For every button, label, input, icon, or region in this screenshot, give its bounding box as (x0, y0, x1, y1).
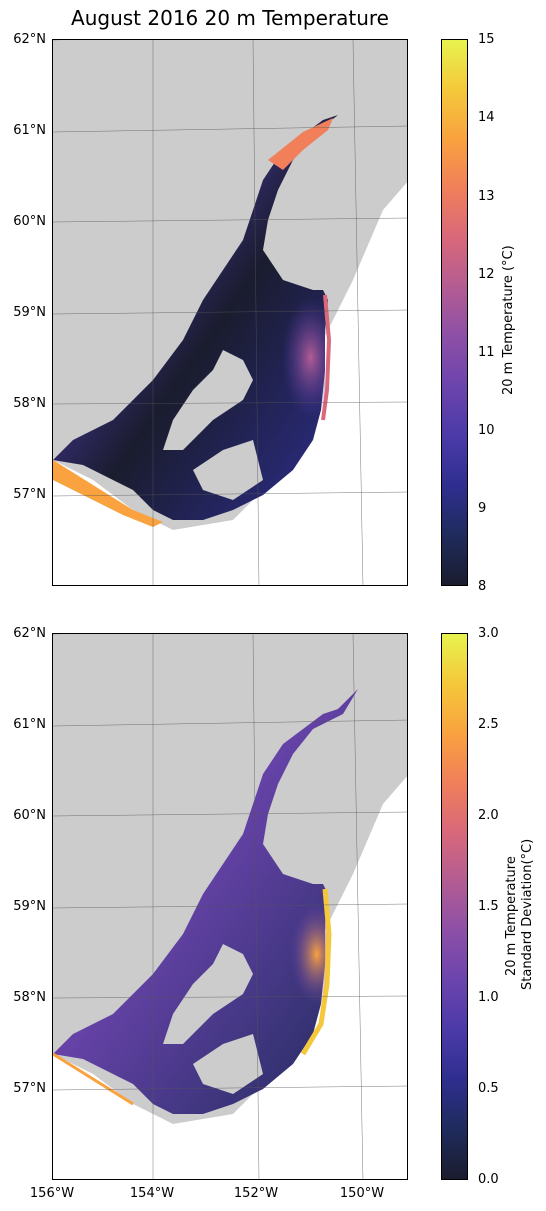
lat-label: 62°N (13, 32, 46, 47)
colorbar-tick: 3.0 (478, 626, 499, 641)
colorbar-label: 20 m Temperature (°C) (501, 245, 516, 395)
lat-label: 62°N (13, 626, 46, 641)
high-std-region (253, 889, 328, 1034)
colorbar-tick: 12 (478, 267, 495, 282)
colorbar-tick: 2.0 (478, 808, 499, 823)
colorbar-tick: 1.5 (478, 899, 499, 914)
colorbar-temperature (441, 39, 468, 586)
colorbar-tick: 13 (478, 189, 495, 204)
lon-label: 150°W (339, 1186, 385, 1201)
colorbar-tick: 14 (478, 110, 495, 125)
rim-warm-east (321, 294, 332, 421)
colorbar-label: 20 m Temperature (504, 856, 519, 976)
island-west (163, 944, 253, 1044)
colorbar-tick: 15 (478, 32, 495, 47)
colorbar-std (441, 633, 468, 1180)
colorbar-tick: 2.5 (478, 717, 499, 732)
lat-label: 58°N (13, 396, 46, 411)
colorbar-tick: 10 (478, 423, 495, 438)
lon-label: 152°W (233, 1186, 279, 1201)
rim-high-west (53, 1052, 134, 1106)
colorbar-tick: 1.0 (478, 990, 499, 1005)
temperature-map (53, 40, 407, 585)
lat-label: 59°N (13, 305, 46, 320)
island-south (193, 440, 263, 500)
lat-label: 57°N (13, 487, 46, 502)
colorbar-tick: 8 (478, 579, 487, 594)
map-panel-temperature (52, 39, 408, 586)
colorbar-tick: 9 (478, 501, 487, 516)
lon-label: 156°W (29, 1186, 75, 1201)
graticule (53, 634, 407, 1179)
std-map (53, 634, 407, 1179)
island-west (163, 350, 253, 450)
rim-warm-west (53, 460, 163, 527)
graticule (53, 40, 407, 585)
lat-label: 57°N (13, 1081, 46, 1096)
island-south (193, 1034, 263, 1094)
lat-label: 60°N (13, 214, 46, 229)
lat-label: 61°N (13, 717, 46, 732)
colorbar-tick: 11 (478, 345, 495, 360)
colorbar-tick: 0.5 (478, 1081, 499, 1096)
map-panel-std (52, 633, 408, 1180)
colorbar-tick: 0.0 (478, 1172, 499, 1187)
lat-label: 58°N (13, 990, 46, 1005)
rim-high-east (300, 888, 332, 1056)
temperature-field (53, 115, 338, 520)
open-ocean (53, 182, 407, 585)
upper-inlet-warm (268, 118, 333, 170)
open-ocean (53, 776, 407, 1179)
figure-title: August 2016 20 m Temperature (71, 6, 389, 30)
lat-label: 59°N (13, 899, 46, 914)
lon-label: 154°W (129, 1186, 175, 1201)
lat-label: 61°N (13, 123, 46, 138)
colorbar-label: Standard Deviation(°C) (520, 838, 535, 990)
lat-label: 60°N (13, 808, 46, 823)
